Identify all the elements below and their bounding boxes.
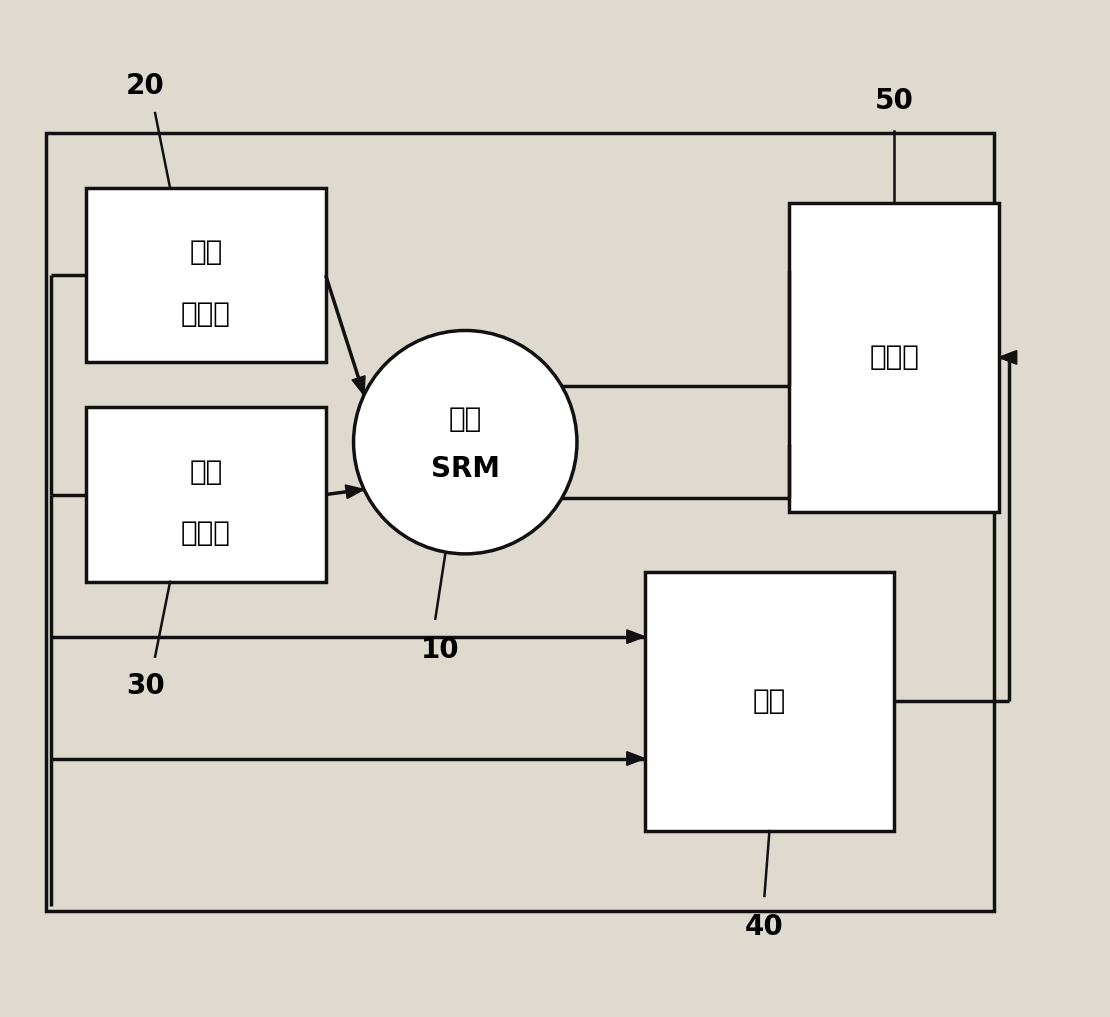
- Bar: [87, 407, 325, 582]
- Bar: [47, 133, 993, 911]
- Polygon shape: [627, 752, 645, 766]
- Text: 传感器: 传感器: [181, 519, 231, 547]
- Text: 50: 50: [875, 87, 914, 115]
- Text: 10: 10: [421, 636, 460, 664]
- Bar: [645, 572, 894, 831]
- Text: 40: 40: [745, 913, 784, 941]
- Polygon shape: [352, 376, 365, 395]
- Polygon shape: [627, 630, 645, 644]
- Text: 单相: 单相: [448, 405, 482, 433]
- Text: SRM: SRM: [431, 456, 500, 483]
- Text: 30: 30: [125, 671, 164, 700]
- Text: 传感器: 传感器: [181, 300, 231, 327]
- Bar: [789, 202, 999, 512]
- Text: 20: 20: [125, 72, 164, 100]
- Text: 驱动部: 驱动部: [869, 344, 919, 371]
- Bar: [87, 188, 325, 362]
- Polygon shape: [345, 485, 364, 498]
- Text: 第二: 第二: [190, 458, 223, 486]
- Circle shape: [354, 331, 577, 554]
- Polygon shape: [999, 351, 1017, 364]
- Text: 第一: 第一: [190, 238, 223, 266]
- Text: 微机: 微机: [753, 687, 786, 716]
